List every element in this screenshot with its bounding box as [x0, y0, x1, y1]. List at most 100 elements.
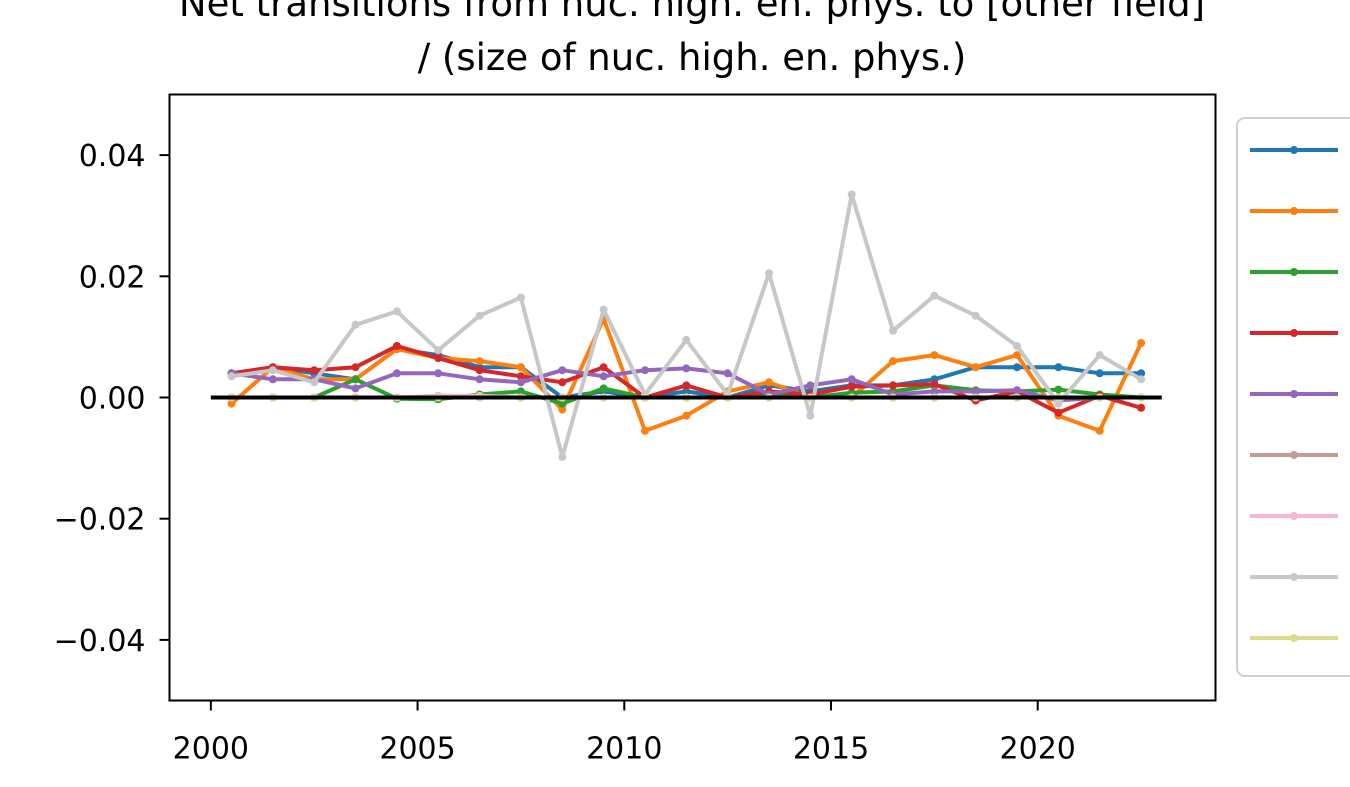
series-2-point: [971, 363, 980, 372]
series-2-point: [641, 426, 649, 435]
series-2-point: [1095, 426, 1104, 435]
chart-title-line-2: / (size of nuc. high. en. phys.): [418, 36, 967, 79]
legend-swatch-marker: [1290, 146, 1298, 154]
legend-entry-8: [1250, 573, 1338, 581]
series-2-point: [889, 357, 897, 366]
series-5-point: [392, 369, 401, 378]
series-1-point: [1137, 369, 1146, 378]
series-5-point: [682, 364, 691, 373]
series-8-point: [1137, 375, 1146, 384]
legend-entry-1: [1250, 146, 1338, 154]
x-tick-label: 2005: [379, 732, 455, 767]
series-8-point: [268, 366, 277, 375]
series-8-point: [558, 452, 567, 461]
series-1-point: [1013, 363, 1021, 372]
series-4-line: [231, 344, 1142, 415]
series-5-point: [847, 375, 856, 384]
series-8: [227, 190, 1146, 461]
legend-swatch-marker: [1290, 268, 1298, 276]
series-3-point: [599, 384, 608, 393]
legend-entry-3: [1250, 268, 1338, 276]
series-8-point: [351, 320, 360, 329]
series-5-point: [434, 369, 443, 378]
x-tick-label: 2010: [586, 732, 662, 767]
y-axis: 0.04 0.02 0.00 −0.02 −0.04: [54, 139, 170, 659]
series-4-point: [310, 366, 319, 375]
x-tick-label: 2020: [1000, 732, 1076, 767]
legend-entries: [1250, 146, 1338, 642]
series-2-point: [227, 399, 236, 408]
y-tick-label: −0.04: [54, 624, 146, 659]
series-8-point: [806, 411, 815, 420]
series-8-point: [847, 190, 856, 199]
series-5-point: [475, 375, 484, 384]
x-tick-label: 2000: [173, 732, 249, 767]
series-2-point: [475, 357, 484, 366]
legend-swatch-marker: [1290, 329, 1298, 337]
series-4-point: [599, 363, 608, 372]
series-5-point: [558, 366, 567, 375]
series-4-point: [392, 342, 401, 350]
series-8-point: [765, 269, 773, 278]
series-4-point: [1054, 408, 1063, 417]
chart-title-line-1: Net transitions from nuc. high. en. phys…: [179, 0, 1205, 25]
series-1-point: [1095, 369, 1104, 378]
series-8-point: [392, 307, 401, 316]
series-4-point: [558, 378, 567, 387]
series-4-point: [351, 363, 360, 372]
series-8-point: [682, 335, 691, 344]
series-4-point: [847, 382, 856, 391]
series-5-point: [351, 384, 360, 393]
series-4-point: [1137, 403, 1146, 412]
legend-swatch-marker: [1290, 390, 1298, 398]
y-tick-label: 0.00: [79, 382, 146, 417]
legend-swatch-marker: [1290, 573, 1298, 581]
series-2-point: [516, 363, 525, 372]
legend-swatch-marker: [1290, 634, 1298, 642]
series-2-point: [765, 378, 773, 387]
y-tick-label: 0.04: [79, 139, 146, 174]
series-5-point: [1013, 386, 1021, 395]
series-8-point: [310, 378, 319, 387]
series-8-point: [227, 372, 236, 381]
series-8-point: [516, 293, 525, 302]
series-2-point: [1137, 339, 1146, 347]
series-1-point: [1054, 363, 1063, 372]
series-5-point: [806, 381, 815, 390]
series-4-point: [516, 372, 525, 381]
series-8-point: [1054, 399, 1063, 408]
series-2-point: [1013, 351, 1021, 360]
series-1-point: [682, 387, 691, 396]
x-tick-label: 2015: [793, 732, 869, 767]
series-2-point: [558, 405, 567, 414]
series-4-point: [889, 381, 897, 390]
series-5-point: [599, 372, 608, 381]
series-3-point: [558, 399, 567, 408]
series-8-point: [930, 291, 939, 300]
legend-entry-4: [1250, 329, 1338, 337]
series-4: [227, 342, 1146, 417]
legend-swatch-marker: [1290, 207, 1298, 215]
series-5-point: [930, 387, 939, 396]
series-2-point: [930, 351, 939, 360]
legend-swatch-marker: [1290, 451, 1298, 459]
series-3-point: [516, 387, 525, 396]
series-2-point: [682, 411, 691, 420]
series-4-point: [682, 381, 691, 390]
series-8-point: [599, 305, 608, 314]
series-layer: [227, 190, 1146, 461]
legend-entry-6: [1250, 451, 1338, 459]
series-8-point: [1013, 342, 1021, 350]
y-tick-label: −0.02: [54, 503, 146, 538]
series-3-point: [1054, 385, 1063, 394]
series-5-point: [268, 375, 277, 384]
series-4-point: [434, 354, 443, 363]
series-5-point: [516, 378, 525, 387]
legend-entry-5: [1250, 390, 1338, 398]
y-tick-label: 0.02: [79, 260, 146, 295]
legend-entry-7: [1250, 512, 1338, 520]
series-5-point: [971, 387, 980, 396]
series-4-point: [475, 366, 484, 375]
legend: [1236, 117, 1350, 677]
